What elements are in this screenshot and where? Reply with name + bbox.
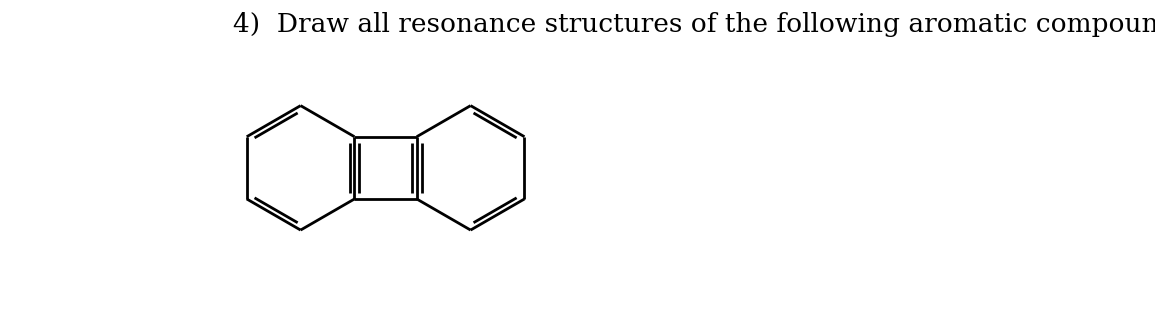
Text: 4)  Draw all resonance structures of the following aromatic compound.: 4) Draw all resonance structures of the … [233,12,1155,37]
